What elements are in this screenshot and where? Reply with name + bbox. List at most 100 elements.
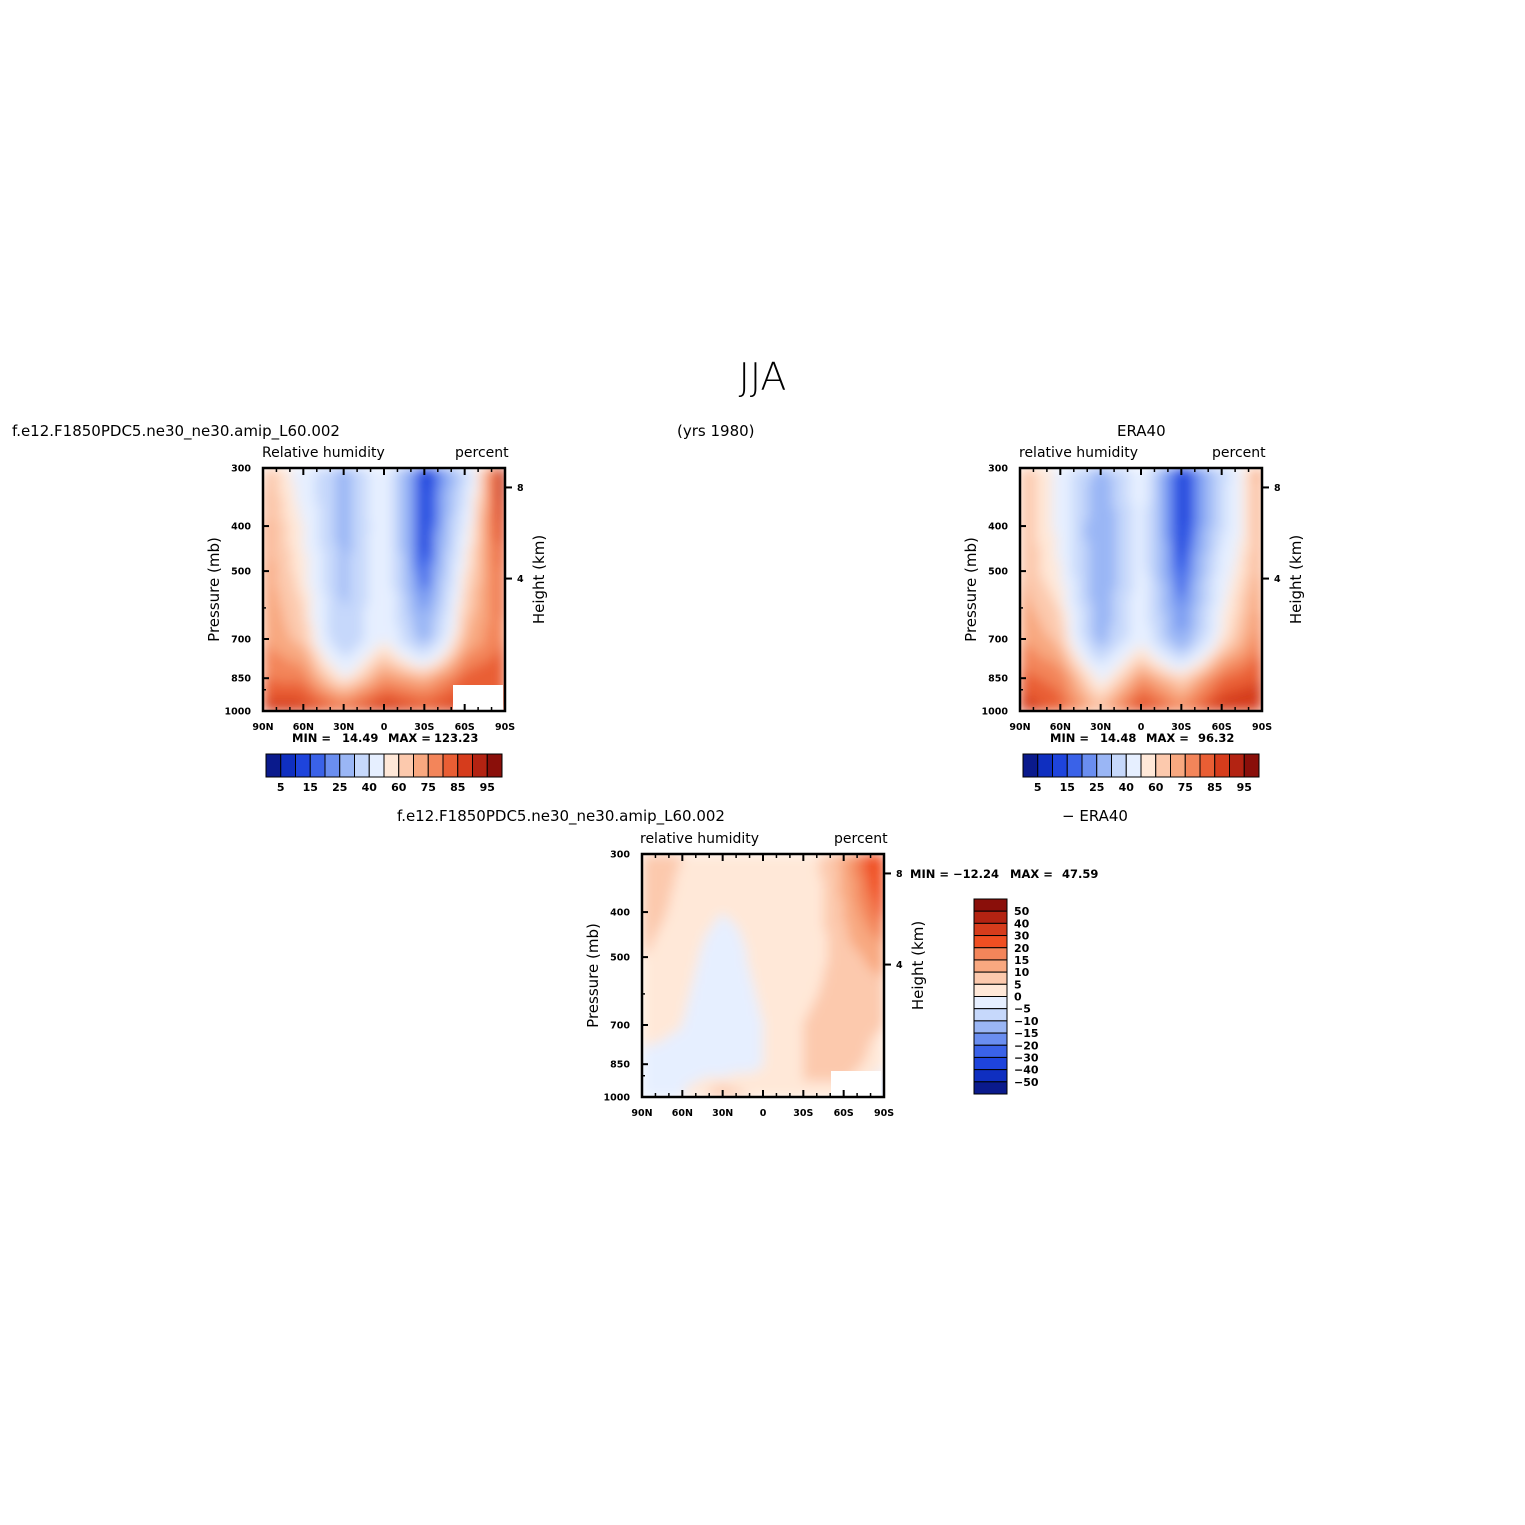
obs-cell: [1193, 472, 1199, 477]
model-cell: [275, 496, 280, 502]
model-cell: [323, 524, 329, 530]
model-cell: [303, 528, 309, 534]
model-cell: [371, 484, 377, 490]
model-cell: [351, 690, 357, 696]
model-cell: [452, 617, 458, 623]
model-cell: [444, 650, 450, 656]
model-cell: [303, 694, 309, 700]
model-cell: [428, 476, 434, 481]
model-cell: [335, 634, 341, 639]
obs-cell: [1217, 476, 1223, 481]
model-cell: [456, 504, 462, 510]
model-cell: [283, 468, 288, 473]
model-cell: [404, 544, 409, 550]
model-cell: [436, 638, 442, 643]
model-cell: [472, 674, 478, 680]
model-cell: [275, 561, 280, 566]
model-cell: [432, 654, 438, 660]
model-cell: [323, 613, 329, 619]
model-cell: [363, 654, 369, 660]
model-cell: [464, 536, 470, 542]
model-cell: [295, 702, 301, 708]
obs-cell: [1153, 528, 1158, 534]
model-cell: [287, 528, 293, 534]
model-cell: [500, 496, 505, 502]
model-cell: [384, 682, 389, 688]
obs-cell: [1241, 520, 1247, 526]
model-cell: [436, 662, 442, 668]
model-cell: [315, 532, 321, 538]
model-cell: [400, 573, 405, 579]
model-cell: [315, 702, 321, 708]
obs-cell: [1225, 557, 1231, 562]
model-cell: [291, 642, 297, 647]
obs-cell: [1080, 484, 1086, 490]
model-cell: [400, 662, 405, 668]
obs-cell: [1233, 504, 1239, 510]
obs-cell: [1088, 508, 1094, 514]
model-cell: [303, 589, 309, 595]
model-cell: [472, 484, 478, 490]
model-cell: [359, 516, 365, 522]
model-cell: [492, 605, 498, 611]
model-cell: [460, 585, 466, 591]
model-cell: [355, 500, 361, 506]
model-cell: [371, 646, 377, 652]
model-cell: [283, 508, 288, 514]
obs-cell: [1165, 536, 1171, 542]
model-cell: [440, 500, 446, 506]
model-cell: [299, 654, 305, 660]
model-cell: [412, 561, 418, 566]
model-cell: [311, 621, 317, 627]
obs-cell: [1112, 508, 1118, 514]
obs-cell: [1072, 544, 1078, 550]
model-cell: [420, 593, 426, 599]
obs-cell: [1205, 500, 1211, 506]
model-cell: [496, 589, 502, 595]
model-cell: [307, 678, 313, 684]
model-cell: [448, 666, 454, 672]
model-cell: [460, 678, 466, 684]
model-cell: [428, 561, 434, 566]
obs-cell: [1205, 496, 1211, 502]
model-cell: [468, 480, 474, 485]
obs-cell: [1036, 496, 1041, 502]
model-cell: [287, 674, 293, 680]
model-cell: [436, 480, 442, 485]
model-cell: [420, 504, 426, 510]
model-cell: [351, 589, 357, 595]
model-cell: [448, 698, 454, 704]
obs-cell: [1237, 488, 1243, 494]
model-cell: [271, 634, 276, 639]
model-cell: [283, 561, 288, 566]
obs-cell: [1056, 532, 1062, 538]
model-cell: [331, 520, 337, 526]
model-cell: [335, 605, 341, 611]
model-cell: [299, 536, 305, 542]
model-cell: [392, 625, 397, 631]
model-cell: [432, 597, 438, 603]
model-cell: [496, 593, 502, 599]
model-cell: [392, 557, 397, 562]
model-cell: [488, 593, 494, 599]
model-cell: [456, 621, 462, 627]
model-cell: [319, 625, 325, 631]
obs-cell: [1048, 488, 1054, 494]
model-cell: [440, 613, 446, 619]
model-cell: [275, 686, 280, 692]
model-cell: [456, 569, 462, 575]
obs-cell: [1173, 468, 1179, 473]
model-cell: [408, 658, 414, 664]
obs-cell: [1088, 488, 1094, 494]
obs-cell: [1092, 549, 1098, 554]
model-cell: [392, 540, 397, 546]
model-cell: [335, 617, 341, 623]
obs-cell: [1120, 549, 1126, 554]
model-cell: [464, 650, 470, 656]
obs-cell: [1237, 492, 1243, 498]
model-cell: [424, 488, 430, 494]
model-cell: [492, 508, 498, 514]
obs-cell: [1193, 540, 1199, 546]
obs-cell: [1217, 540, 1223, 546]
obs-cell: [1237, 480, 1243, 485]
